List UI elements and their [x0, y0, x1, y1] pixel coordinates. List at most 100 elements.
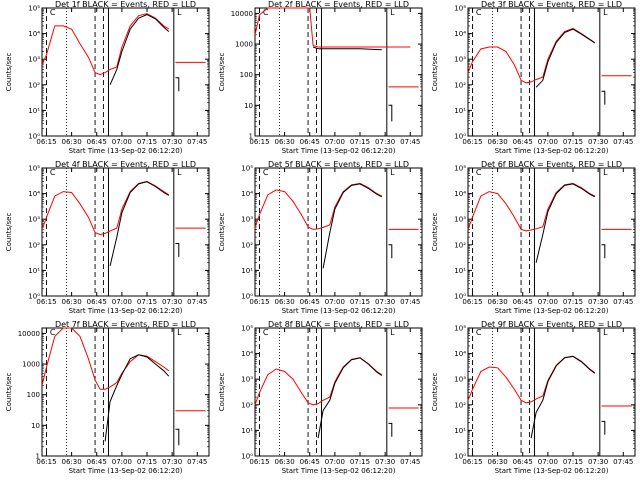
- lld-series-line: [467, 27, 596, 84]
- y-tick-label: 10⁵: [241, 325, 253, 333]
- y-tick-label: 1: [249, 133, 253, 141]
- y-tick-label: 10⁴: [28, 190, 40, 198]
- lld-series-line: [254, 7, 411, 48]
- plot-frame: [41, 167, 210, 297]
- x-tick-label: 06:15: [36, 138, 56, 146]
- y-tick-label: 10³: [454, 376, 466, 384]
- x-axis-label: Start Time (13-Sep-02 06:12:20): [69, 147, 183, 155]
- y-axis-label: Counts/sec: [5, 213, 13, 252]
- x-tick-label: 06:15: [249, 458, 269, 466]
- y-tick-label: 10⁰: [454, 133, 466, 141]
- plot-frame: [41, 7, 210, 137]
- events-series-line: [109, 181, 170, 267]
- x-tick-label: 07:15: [563, 458, 583, 466]
- events-series-line: [175, 77, 180, 92]
- y-tick-label: 1000: [235, 41, 253, 49]
- y-tick-label: 10³: [241, 376, 253, 384]
- y-tick-label: 1000: [22, 361, 40, 369]
- corner-label: L: [390, 328, 395, 337]
- y-tick-label: 10¹: [454, 267, 466, 275]
- corner-label: L: [390, 168, 395, 177]
- x-tick-label: 06:15: [36, 458, 56, 466]
- y-tick-label: 10⁰: [28, 133, 40, 141]
- events-series-line: [535, 183, 596, 263]
- chart-title: Det 3f BLACK = Events, RED = LLD: [481, 0, 622, 9]
- y-axis-label: Counts/sec: [218, 213, 226, 252]
- x-tick-label: 06:15: [462, 458, 482, 466]
- y-tick-label: 10³: [454, 216, 466, 224]
- lld-series-line: [467, 355, 596, 404]
- x-axis-label: Start Time (13-Sep-02 06:12:20): [69, 307, 183, 315]
- y-tick-label: 10⁵: [28, 5, 40, 13]
- x-tick-label: 06:45: [87, 298, 107, 306]
- y-tick-label: 10⁰: [241, 453, 253, 461]
- x-tick-label: 07:15: [350, 138, 370, 146]
- x-tick-label: 07:00: [325, 458, 345, 466]
- y-tick-label: 10¹: [241, 427, 253, 435]
- x-tick-label: 06:15: [249, 298, 269, 306]
- corner-label: C: [50, 168, 56, 177]
- corner-label: L: [603, 328, 608, 337]
- x-tick-label: 07:00: [112, 138, 132, 146]
- y-tick-label: 10³: [241, 216, 253, 224]
- chart-title: Det 7f BLACK = Events, RED = LLD: [55, 320, 196, 329]
- x-tick-label: 07:45: [187, 298, 207, 306]
- x-tick-label: 07:00: [538, 298, 558, 306]
- y-tick-label: 10: [31, 422, 40, 430]
- x-tick-label: 06:45: [87, 458, 107, 466]
- events-series-line: [175, 428, 180, 446]
- lld-series-line: [254, 357, 383, 406]
- x-tick-label: 07:45: [400, 298, 420, 306]
- y-axis-label: Counts/sec: [218, 53, 226, 92]
- x-tick-label: 07:30: [375, 458, 395, 466]
- y-tick-label: 10²: [28, 241, 40, 249]
- y-tick-label: 10²: [28, 81, 40, 89]
- y-tick-label: 10⁰: [28, 293, 40, 301]
- x-tick-label: 07:00: [112, 298, 132, 306]
- plot-frame: [467, 7, 636, 137]
- chart-title: Det 6f BLACK = Events, RED = LLD: [481, 160, 622, 169]
- plot-frame: [467, 167, 636, 297]
- x-tick-label: 07:45: [613, 138, 633, 146]
- plot-frame: [467, 327, 636, 457]
- corner-label: L: [177, 8, 182, 17]
- events-series-line: [175, 243, 180, 257]
- chart-panel: Det 4f BLACK = Events, RED = LLD 10⁰ 10¹ 10…: [5, 160, 210, 315]
- events-series-line: [109, 14, 170, 86]
- x-tick-label: 06:30: [275, 138, 295, 146]
- x-tick-label: 06:15: [249, 138, 269, 146]
- x-tick-label: 07:30: [162, 298, 182, 306]
- y-tick-label: 10³: [454, 56, 466, 64]
- x-tick-label: 06:15: [462, 138, 482, 146]
- x-axis-label: Start Time (13-Sep-02 06:12:20): [495, 307, 609, 315]
- corner-label: C: [263, 328, 269, 337]
- y-tick-label: 10²: [454, 81, 466, 89]
- x-tick-label: 06:45: [300, 298, 320, 306]
- x-axis-label: Start Time (13-Sep-02 06:12:20): [69, 467, 183, 475]
- lld-series-line: [41, 13, 170, 76]
- chart-panel: Det 1f BLACK = Events, RED = LLD 10⁰ 10¹ 10…: [5, 0, 210, 155]
- x-tick-label: 07:15: [137, 298, 157, 306]
- lld-series-line: [41, 180, 170, 236]
- corner-label: L: [603, 168, 608, 177]
- y-tick-label: 10³: [28, 216, 40, 224]
- x-tick-label: 06:30: [62, 138, 82, 146]
- events-series-line: [317, 357, 383, 439]
- x-axis-label: Start Time (13-Sep-02 06:12:20): [282, 147, 396, 155]
- plot-frame: [254, 7, 423, 137]
- y-tick-label: 10⁵: [241, 165, 253, 173]
- y-tick-label: 10⁵: [454, 5, 466, 13]
- y-axis-label: Counts/sec: [5, 373, 13, 412]
- chart-panel: Det 3f BLACK = Events, RED = LLD 10⁰ 10¹ 10…: [431, 0, 636, 155]
- chart-title: Det 4f BLACK = Events, RED = LLD: [55, 160, 196, 169]
- y-tick-label: 10⁰: [454, 293, 466, 301]
- y-tick-label: 10000: [231, 10, 253, 18]
- y-tick-label: 10⁵: [454, 325, 466, 333]
- x-tick-label: 06:30: [488, 138, 508, 146]
- y-axis-label: Counts/sec: [431, 373, 439, 412]
- corner-label: L: [177, 328, 182, 337]
- y-tick-label: 10⁵: [28, 165, 40, 173]
- y-axis-label: Counts/sec: [431, 213, 439, 252]
- x-tick-label: 07:00: [538, 458, 558, 466]
- corner-label: C: [476, 328, 482, 337]
